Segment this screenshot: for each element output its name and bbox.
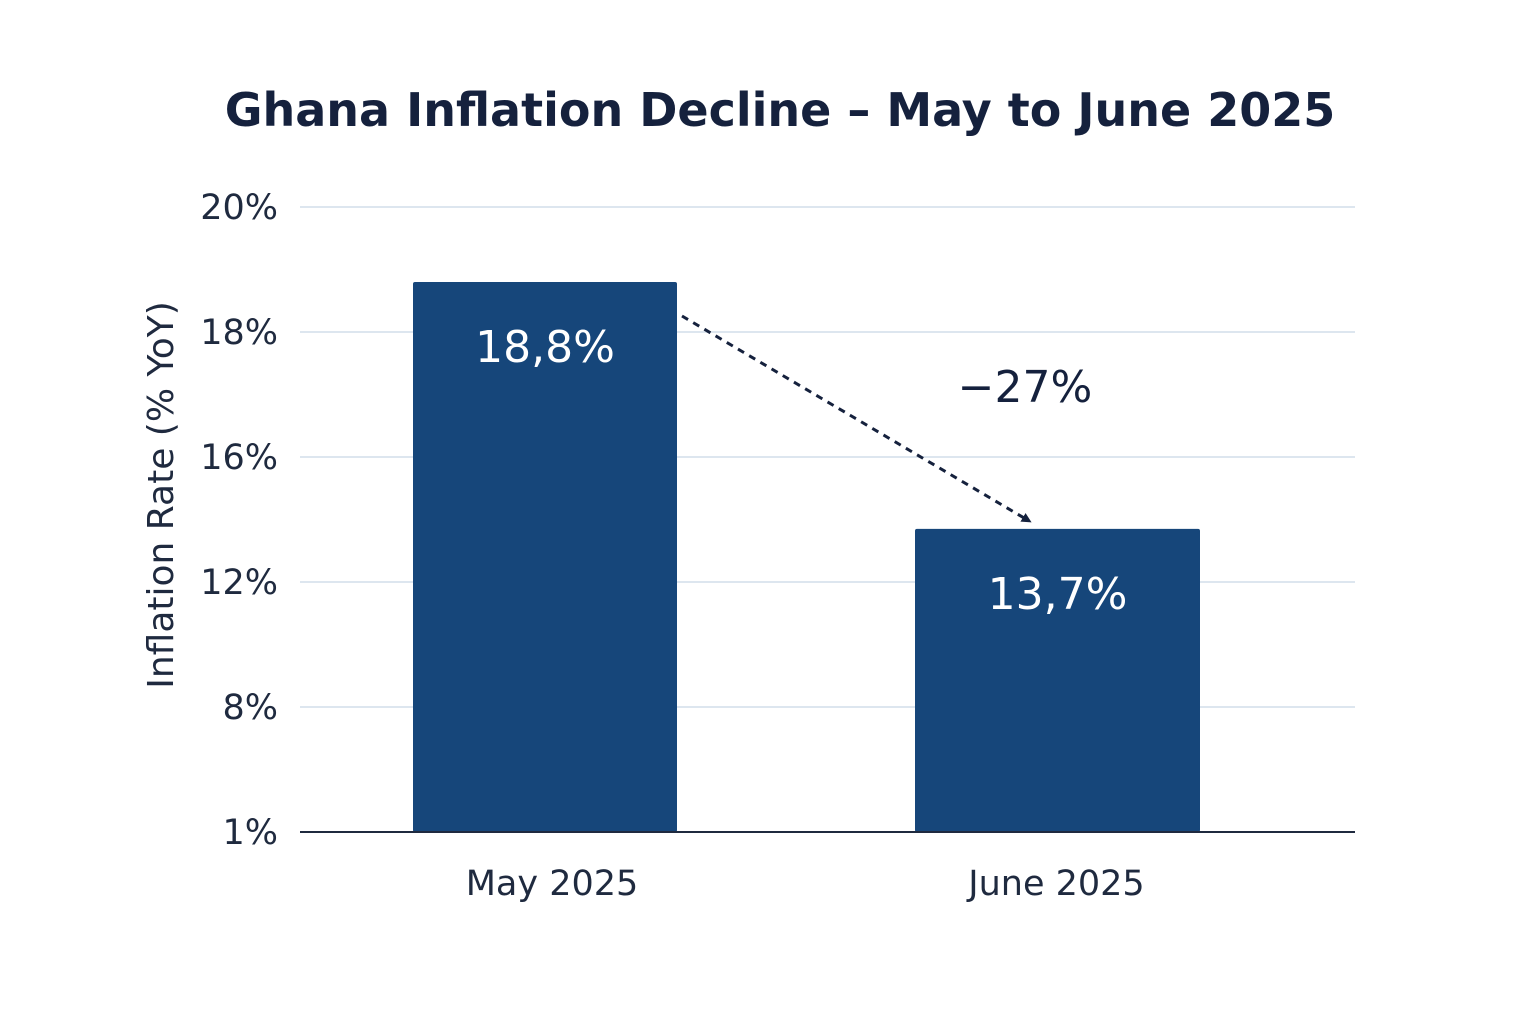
- x-tick-label: June 2025: [966, 864, 1144, 904]
- annotation: −27%: [681, 314, 1093, 523]
- y-tick-label: 8%: [222, 688, 278, 728]
- x-tick-labels: May 2025 June 2025: [466, 864, 1145, 904]
- y-tick-label: 20%: [200, 188, 278, 228]
- y-tick-label: 12%: [200, 563, 278, 603]
- bar-value-label: 13,7%: [988, 569, 1128, 620]
- y-tick-label: 18%: [200, 313, 278, 353]
- y-tick-labels: 20% 18% 16% 12% 8% 1%: [200, 188, 278, 853]
- y-axis-label: Inflation Rate (% YoY): [141, 301, 182, 689]
- decline-arrow: [681, 314, 1032, 523]
- bar-value-label: 18,8%: [475, 322, 615, 373]
- chart-title: Ghana Inflation Decline – May to June 20…: [225, 83, 1336, 137]
- y-tick-label: 16%: [200, 438, 278, 478]
- x-tick-label: May 2025: [466, 864, 639, 904]
- bar: [413, 282, 677, 832]
- bar: [915, 528, 1200, 832]
- y-tick-label: 1%: [222, 813, 278, 853]
- decline-annotation-label: −27%: [958, 362, 1093, 413]
- bars: 18,8% 13,7%: [413, 282, 1200, 832]
